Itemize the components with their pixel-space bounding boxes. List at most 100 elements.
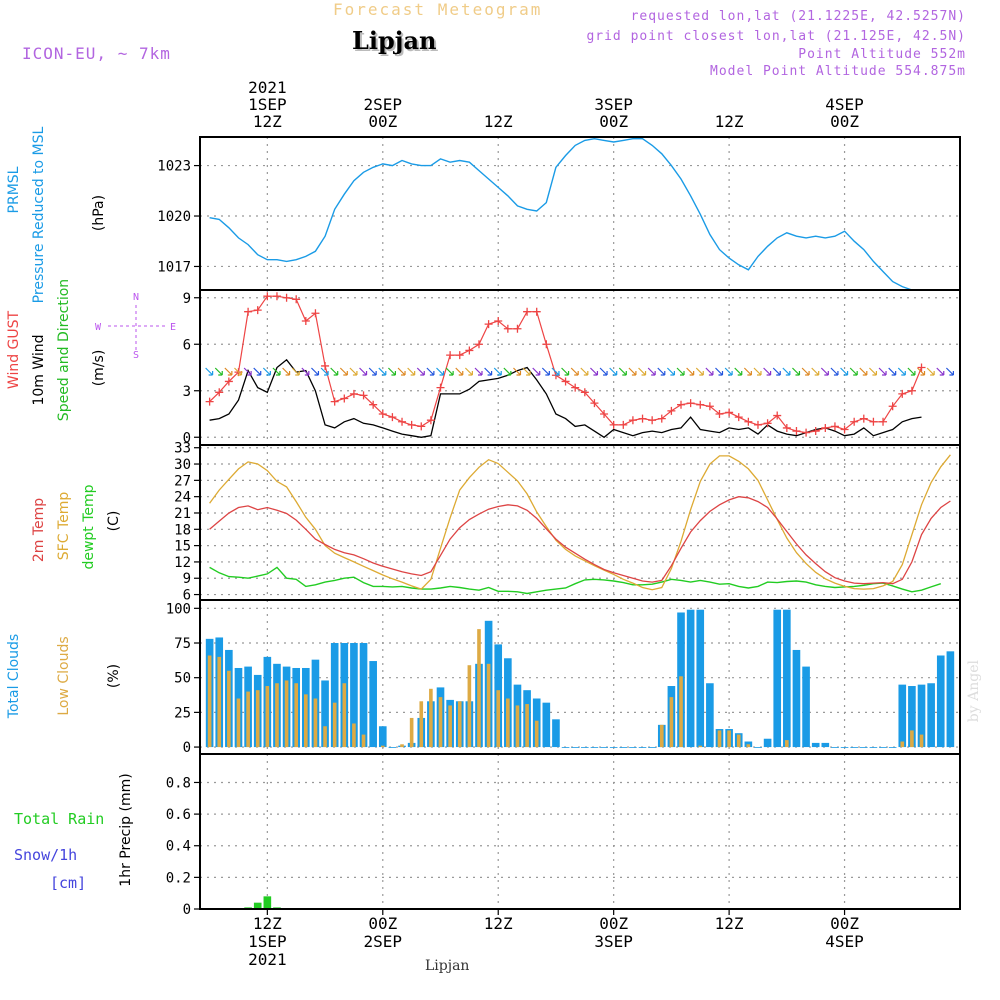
wind-direction-arrow (359, 367, 368, 376)
low-cloud-bar (227, 670, 231, 748)
wind-ytick-label: 0 (183, 430, 191, 446)
low-cloud-bar (429, 688, 433, 748)
gust-marker (215, 388, 224, 397)
total-cloud-bar (330, 643, 339, 748)
sfc-temp-label: SFC Temp (56, 492, 72, 561)
total-cloud-bar (869, 747, 878, 748)
precip-ytick-label: 0.6 (166, 807, 191, 823)
wind-direction-arrow (830, 367, 839, 376)
dewpoint-line (209, 566, 942, 595)
gust-marker (677, 400, 686, 409)
model-name: ICON-EU, ~ 7km (22, 44, 171, 63)
top-time-label: 12Z (715, 112, 744, 131)
wind-direction-arrow (426, 367, 435, 376)
gust-marker (465, 346, 474, 355)
gust-marker (542, 340, 551, 349)
total-cloud-bar (831, 747, 839, 748)
wind-direction-arrow (368, 367, 377, 376)
top-time-label: 00Z (599, 112, 628, 131)
wind-direction-arrow (638, 367, 647, 376)
wind-direction-arrow (272, 367, 281, 376)
total-cloud-bar (686, 609, 695, 748)
low-cloud-bar (525, 704, 529, 748)
low-cloud-bar (919, 734, 924, 748)
wind-direction-arrow (445, 367, 454, 376)
precip-ytick-label: 0.4 (166, 839, 191, 855)
gust-marker (686, 399, 695, 408)
total-cloud-bar (773, 609, 782, 748)
total-cloud-bar (359, 643, 368, 748)
wind-direction-arrow (464, 367, 473, 376)
total-cloud-bar (811, 742, 820, 748)
total-cloud-bar (917, 684, 926, 748)
temp-ytick-label: 33 (174, 441, 191, 457)
low-cloud-bar (717, 730, 722, 748)
wind-direction-arrow (455, 367, 464, 376)
total-cloud-bar (378, 726, 387, 748)
total-cloud-bar (783, 609, 791, 748)
low-cloud-bar (477, 629, 481, 748)
gust-marker (282, 293, 291, 302)
low-cloud-bar (727, 730, 731, 748)
gust-marker (446, 351, 455, 360)
bottom-time-label: 1SEP (248, 932, 287, 951)
low-cloud-bar (246, 691, 250, 748)
grid-point-coordinates: grid point closest lon,lat (21.125E, 42.… (586, 29, 966, 44)
clouds-ytick-label: 75 (174, 636, 191, 652)
low-cloud-bar (448, 705, 452, 748)
temp-ytick-label: 12 (174, 555, 191, 571)
wind-direction-arrow (666, 367, 675, 376)
total-cloud-bar (898, 684, 907, 748)
author-credit: by Angel (966, 660, 982, 723)
clouds-ytick-label: 25 (174, 705, 191, 721)
model-point-altitude: Model Point Altitude 554.875m (710, 64, 966, 79)
wind-direction-arrow (743, 367, 752, 376)
wind-direction-arrow (820, 367, 829, 376)
low-cloud-bar (486, 663, 491, 748)
gust-marker (580, 388, 589, 397)
gust-marker (561, 377, 570, 386)
wind-direction-arrow (282, 367, 291, 376)
wind-direction-arrow (782, 367, 791, 376)
total-cloud-bar (821, 742, 830, 748)
wind-direction-arrow (561, 367, 570, 376)
wind-direction-arrow (647, 367, 656, 376)
total-cloud-bar (590, 747, 599, 748)
precip-unit-label: 1hr Precip (mm) (118, 773, 134, 886)
low-cloud-bar (409, 717, 414, 748)
gust-marker (888, 402, 897, 411)
gust-marker (388, 413, 397, 422)
low-cloud-bar (534, 720, 539, 748)
clouds-ytick-label: 0 (183, 740, 191, 756)
total-cloud-bar (552, 719, 560, 748)
total-cloud-bar (581, 747, 589, 748)
gust-marker (628, 416, 637, 425)
temp-unit-label: (C) (106, 511, 122, 532)
wind-direction-arrow (840, 367, 849, 376)
wind-direction-arrow (724, 367, 733, 376)
total-cloud-bar (754, 747, 762, 748)
low-cloud-bar (207, 655, 212, 748)
wind-direction-arrow (532, 367, 541, 376)
wind-direction-arrow (792, 367, 801, 376)
wind-direction-arrow (291, 367, 300, 376)
gust-marker (600, 410, 609, 418)
wind-direction-arrow (609, 367, 618, 376)
total-cloud-bar (936, 655, 945, 748)
clouds-unit-label: (%) (106, 664, 122, 688)
wind-direction-arrow (763, 367, 772, 376)
low-cloud-bar (400, 744, 404, 748)
temp-ytick-label: 21 (174, 506, 191, 522)
gust-marker (696, 400, 705, 409)
bottom-time-label: 3SEP (594, 932, 633, 951)
gust-marker (734, 413, 743, 422)
rain-bar (263, 896, 272, 909)
total-cloud-bar (600, 747, 608, 748)
low-cloud-bar (785, 740, 789, 748)
top-time-label: 12Z (484, 112, 513, 131)
wind-direction-arrow (311, 367, 320, 376)
bottom-time-label: 4SEP (825, 932, 864, 951)
wind-unit-label: (m/s) (91, 350, 107, 387)
low-cloud-bar (679, 676, 683, 748)
